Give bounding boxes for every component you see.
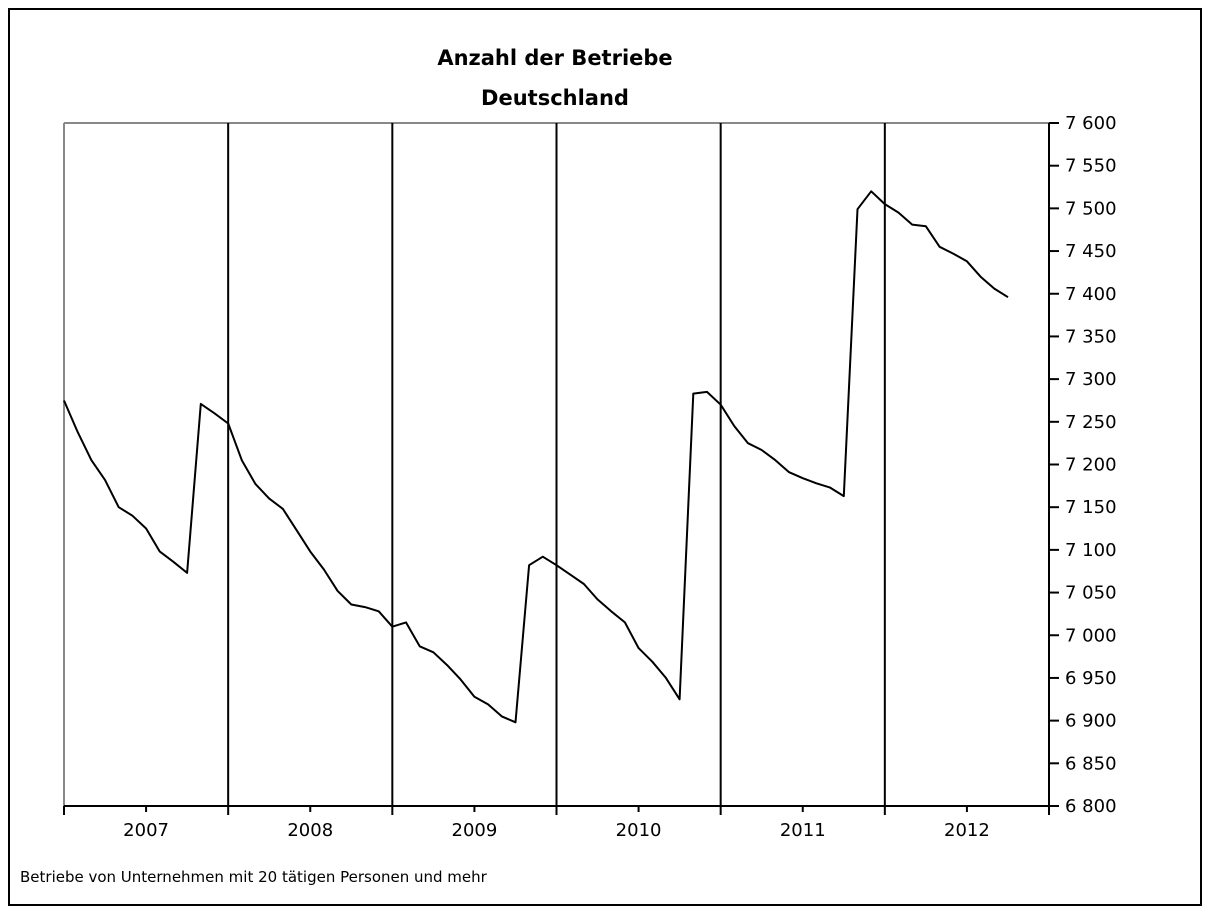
data-point bbox=[200, 403, 202, 405]
data-point bbox=[337, 590, 339, 592]
data-point bbox=[911, 224, 913, 226]
data-point bbox=[939, 246, 941, 248]
x-tick-label: 2010 bbox=[616, 820, 662, 841]
chart-title: Anzahl der Betriebe bbox=[437, 46, 673, 70]
x-tick-label: 2012 bbox=[944, 820, 990, 841]
data-point bbox=[679, 698, 681, 700]
data-point bbox=[843, 495, 845, 497]
data-point bbox=[556, 564, 558, 566]
data-point bbox=[651, 661, 653, 663]
chart-frame bbox=[8, 8, 1202, 906]
data-point bbox=[364, 606, 366, 608]
y-tick-label: 7 200 bbox=[1065, 455, 1117, 476]
y-tick-label: 6 900 bbox=[1065, 711, 1117, 732]
x-tick-label: 2009 bbox=[452, 820, 498, 841]
data-point bbox=[405, 621, 407, 623]
data-point bbox=[487, 703, 489, 705]
data-point bbox=[733, 425, 735, 427]
x-tick-label: 2008 bbox=[287, 820, 333, 841]
data-point bbox=[90, 459, 92, 461]
data-point bbox=[350, 604, 352, 606]
data-point bbox=[514, 721, 516, 723]
data-point bbox=[186, 572, 188, 574]
data-point bbox=[952, 253, 954, 255]
y-tick-label: 6 850 bbox=[1065, 753, 1117, 774]
y-tick-label: 6 950 bbox=[1065, 668, 1117, 689]
data-point bbox=[77, 431, 79, 433]
data-point bbox=[692, 393, 694, 395]
data-point bbox=[419, 645, 421, 647]
data-point bbox=[761, 449, 763, 451]
y-tick-label: 7 050 bbox=[1065, 583, 1117, 604]
data-point bbox=[323, 569, 325, 571]
data-point bbox=[391, 626, 393, 628]
data-point bbox=[856, 208, 858, 210]
y-tick-label: 6 800 bbox=[1065, 796, 1117, 817]
data-point bbox=[870, 190, 872, 192]
chart-subtitle: Deutschland bbox=[481, 86, 629, 110]
y-tick-label: 7 600 bbox=[1065, 113, 1117, 134]
data-point bbox=[597, 598, 599, 600]
data-point bbox=[610, 610, 612, 612]
data-point bbox=[296, 529, 298, 531]
data-point bbox=[1007, 296, 1009, 298]
data-point bbox=[460, 679, 462, 681]
series-line bbox=[63, 190, 1009, 724]
y-tick-label: 7 450 bbox=[1065, 241, 1117, 262]
data-point bbox=[569, 574, 571, 576]
y-tick-label: 7 100 bbox=[1065, 540, 1117, 561]
data-point bbox=[172, 561, 174, 563]
data-point bbox=[528, 564, 530, 566]
data-point bbox=[241, 459, 243, 461]
data-point bbox=[213, 412, 215, 414]
data-point bbox=[829, 487, 831, 489]
data-point bbox=[624, 621, 626, 623]
data-point bbox=[980, 276, 982, 278]
data-point bbox=[268, 498, 270, 500]
y-tick-label: 7 350 bbox=[1065, 326, 1117, 347]
data-point bbox=[706, 391, 708, 393]
data-point bbox=[802, 477, 804, 479]
y-tick-label: 7 550 bbox=[1065, 156, 1117, 177]
data-point bbox=[501, 715, 503, 717]
data-point bbox=[747, 442, 749, 444]
y-tick-label: 7 500 bbox=[1065, 198, 1117, 219]
data-point bbox=[159, 551, 161, 553]
data-point bbox=[774, 459, 776, 461]
data-point bbox=[432, 651, 434, 653]
data-point bbox=[925, 225, 927, 227]
data-point bbox=[638, 647, 640, 649]
data-point bbox=[309, 551, 311, 553]
data-point bbox=[446, 664, 448, 666]
x-tick-label: 2007 bbox=[123, 820, 169, 841]
data-point bbox=[884, 203, 886, 205]
data-point bbox=[583, 583, 585, 585]
data-point bbox=[227, 423, 229, 425]
data-point bbox=[898, 212, 900, 214]
data-point bbox=[993, 288, 995, 290]
data-point bbox=[104, 479, 106, 481]
y-tick-label: 7 250 bbox=[1065, 412, 1117, 433]
y-tick-label: 7 150 bbox=[1065, 497, 1117, 518]
data-point bbox=[282, 508, 284, 510]
data-point bbox=[665, 677, 667, 679]
y-tick-label: 7 400 bbox=[1065, 284, 1117, 305]
data-point bbox=[815, 482, 817, 484]
data-point bbox=[473, 696, 475, 698]
data-point bbox=[542, 556, 544, 558]
data-point bbox=[255, 483, 257, 485]
y-tick-label: 7 300 bbox=[1065, 369, 1117, 390]
data-point bbox=[131, 515, 133, 517]
chart-footnote: Betriebe von Unternehmen mit 20 tätigen … bbox=[20, 868, 487, 886]
x-tick-label: 2011 bbox=[780, 820, 826, 841]
data-point bbox=[720, 404, 722, 406]
data-point bbox=[378, 610, 380, 612]
data-point bbox=[145, 528, 147, 530]
data-point bbox=[966, 260, 968, 262]
data-point bbox=[118, 506, 120, 508]
data-point bbox=[63, 399, 65, 401]
data-point bbox=[788, 471, 790, 473]
y-tick-label: 7 000 bbox=[1065, 625, 1117, 646]
